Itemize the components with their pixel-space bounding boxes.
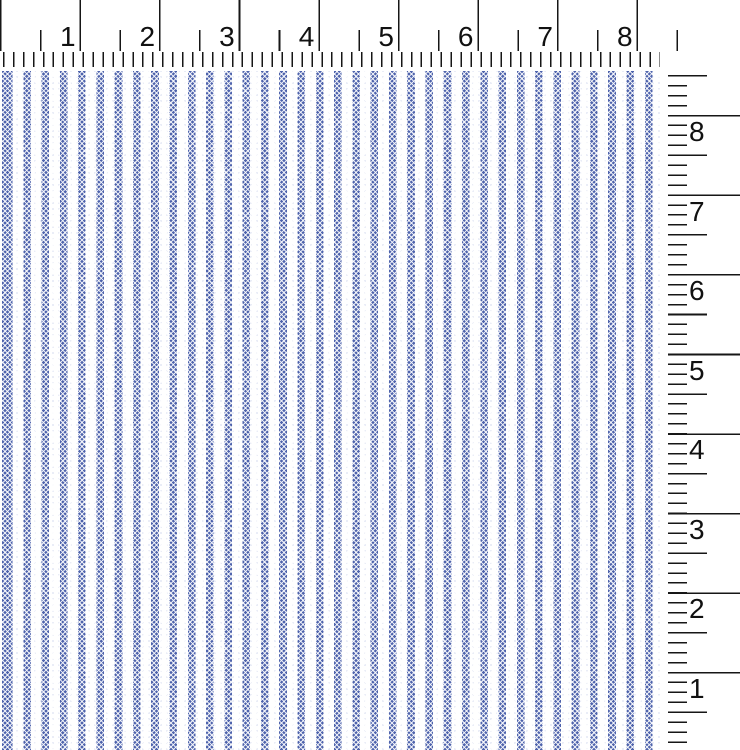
fabric-swatch xyxy=(0,71,661,750)
ruler-right-label-5: 5 xyxy=(689,354,705,386)
ruler-right-label-8: 8 xyxy=(689,116,705,147)
ruler-top-label-5: 5 xyxy=(378,21,394,52)
ruler-right-label-4: 4 xyxy=(689,434,705,466)
ruler-right-label-2: 2 xyxy=(689,593,705,625)
ruler-top-label-2: 2 xyxy=(139,21,156,52)
ruler-right-label-6: 6 xyxy=(689,275,705,307)
ruler-top-label-1: 1 xyxy=(60,21,76,52)
ruler-top-label-4: 4 xyxy=(298,21,315,52)
ruler-right-eighth-ticks xyxy=(668,75,687,750)
ruler-horizontal: 1 2 3 4 5 6 7 8 xyxy=(0,0,740,70)
ruler-top-half-ticks xyxy=(39,30,685,51)
ruler-vertical: 8 7 6 5 4 3 2 1 xyxy=(660,70,740,750)
ruler-top-label-8: 8 xyxy=(617,21,633,52)
ruler-top-label-7: 7 xyxy=(537,21,553,52)
ruler-top-eighth-ticks xyxy=(2,52,660,67)
ruler-right-label-7: 7 xyxy=(689,195,705,227)
ruler-top-label-3: 3 xyxy=(219,21,235,52)
ruler-right-label-1: 1 xyxy=(689,673,705,704)
ruler-right-label-3: 3 xyxy=(689,513,705,545)
ruler-top-label-6: 6 xyxy=(457,21,474,52)
